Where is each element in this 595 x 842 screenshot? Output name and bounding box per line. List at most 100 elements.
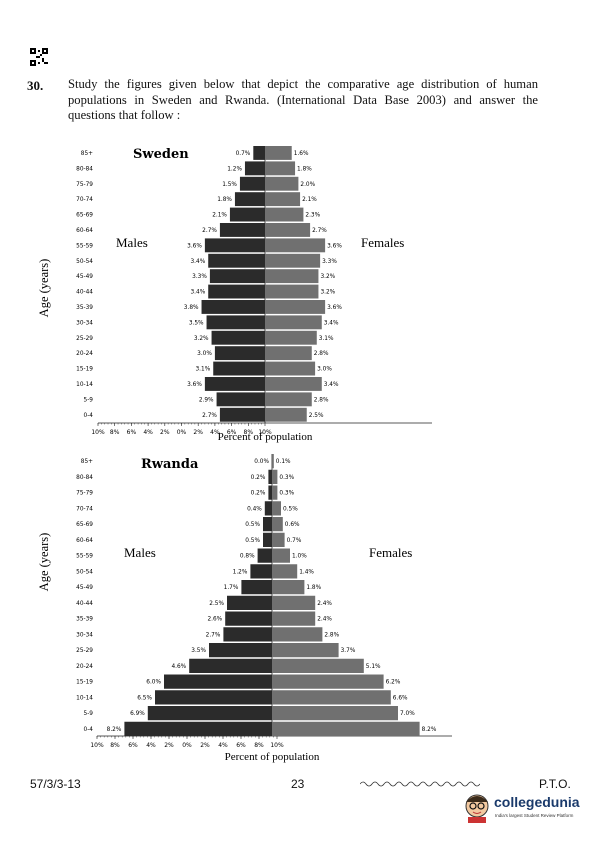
sweden-female-bar xyxy=(265,392,312,407)
sweden-male-bar xyxy=(234,192,265,207)
sweden-age-label: 65-69 xyxy=(76,213,93,219)
sweden-female-value-label: 2.1% xyxy=(302,197,317,203)
sweden-female-value-label: 2.5% xyxy=(309,413,324,419)
rwanda-female-value-label: 1.4% xyxy=(299,569,314,575)
rwanda-female-bar xyxy=(272,580,305,595)
rwanda-male-value-label: 0.4% xyxy=(247,506,262,512)
qr-code xyxy=(30,48,48,66)
sweden-age-label: 85+ xyxy=(81,151,93,157)
sweden-age-label: 70-74 xyxy=(76,197,93,203)
rwanda-female-value-label: 7.0% xyxy=(400,711,415,717)
rwanda-male-value-label: 0.8% xyxy=(240,554,255,560)
rwanda-male-value-label: 6.0% xyxy=(146,680,161,686)
sweden-age-label: 35-39 xyxy=(76,305,93,311)
sweden-female-value-label: 1.6% xyxy=(294,151,309,157)
sweden-age-label: 5-9 xyxy=(84,397,94,403)
rwanda-female-value-label: 0.3% xyxy=(279,475,294,481)
sweden-male-value-label: 3.6% xyxy=(187,243,202,249)
rwanda-age-label: 40-44 xyxy=(76,601,93,607)
rwanda-female-bar xyxy=(272,658,364,673)
rwanda-x-tick-label: 4% xyxy=(146,742,156,749)
rwanda-male-bar xyxy=(257,548,272,563)
sweden-age-label: 0-4 xyxy=(84,413,94,419)
rwanda-male-value-label: 8.2% xyxy=(107,727,122,733)
rwanda-x-tick-label: 8% xyxy=(110,742,120,749)
rwanda-age-label: 30-34 xyxy=(76,632,93,638)
rwanda-female-bar xyxy=(272,517,283,532)
rwanda-female-value-label: 0.3% xyxy=(279,491,294,497)
sweden-female-bar xyxy=(265,146,292,160)
sweden-female-value-label: 3.1% xyxy=(319,336,334,342)
rwanda-female-bar xyxy=(272,643,339,658)
sweden-male-bar xyxy=(219,407,265,422)
sweden-female-value-label: 3.4% xyxy=(324,382,339,388)
rwanda-male-bar xyxy=(223,627,272,642)
rwanda-male-bar xyxy=(241,580,272,595)
sweden-male-value-label: 1.8% xyxy=(217,197,232,203)
sweden-title: Sweden xyxy=(133,147,189,162)
rwanda-female-value-label: 2.4% xyxy=(317,601,332,607)
sweden-male-value-label: 1.2% xyxy=(227,166,242,172)
rwanda-female-value-label: 2.8% xyxy=(324,632,339,638)
sweden-male-value-label: 3.8% xyxy=(184,305,199,311)
sweden-female-bar xyxy=(265,223,311,237)
rwanda-male-value-label: 0.5% xyxy=(245,538,260,544)
logo-tagline: India's largest Student Review Platform xyxy=(495,813,574,818)
rwanda-xlabel: Percent of population xyxy=(225,751,320,763)
rwanda-male-value-label: 2.7% xyxy=(206,632,221,638)
rwanda-male-bar xyxy=(189,658,272,673)
rwanda-male-value-label: 1.2% xyxy=(233,569,248,575)
rwanda-male-bar xyxy=(264,501,272,516)
rwanda-male-value-label: 6.9% xyxy=(130,711,145,717)
sweden-female-bar xyxy=(265,207,304,222)
rwanda-x-tick-label: 6% xyxy=(236,742,246,749)
rwanda-male-bar xyxy=(209,643,272,658)
rwanda-female-value-label: 8.2% xyxy=(422,727,437,733)
rwanda-female-bar xyxy=(272,501,281,516)
sweden-male-bar xyxy=(219,223,265,237)
sweden-male-value-label: 2.7% xyxy=(202,228,217,234)
rwanda-female-value-label: 2.4% xyxy=(317,617,332,623)
rwanda-female-bar xyxy=(272,469,278,484)
paper-code: 57/3/3-13 xyxy=(30,777,81,791)
sweden-female-value-label: 3.4% xyxy=(324,320,339,326)
rwanda-female-bar xyxy=(272,690,391,705)
sweden-male-value-label: 2.1% xyxy=(212,213,227,219)
sweden-x-tick-label: 8% xyxy=(244,429,254,436)
sweden-x-tick-label: 10% xyxy=(258,429,272,436)
sweden-female-value-label: 3.0% xyxy=(317,367,332,373)
rwanda-male-bar xyxy=(164,674,272,689)
sweden-male-bar xyxy=(239,176,265,191)
rwanda-female-bar xyxy=(272,721,420,736)
rwanda-x-tick-label: 0% xyxy=(182,742,192,749)
sweden-age-label: 50-54 xyxy=(76,259,93,265)
sweden-age-label: 25-29 xyxy=(76,336,93,342)
sweden-female-value-label: 1.8% xyxy=(297,166,312,172)
rwanda-male-value-label: 4.6% xyxy=(171,664,186,670)
sweden-female-value-label: 3.2% xyxy=(320,290,335,296)
sweden-age-label: 10-14 xyxy=(76,382,93,388)
sweden-female-bar xyxy=(265,361,316,376)
rwanda-male-value-label: 3.5% xyxy=(191,648,206,654)
sweden-female-bar xyxy=(265,300,326,314)
sweden-male-bar xyxy=(213,361,265,376)
rwanda-ylabel: Age (years) xyxy=(37,533,51,592)
rwanda-male-bar xyxy=(250,564,272,579)
rwanda-female-value-label: 1.8% xyxy=(306,585,321,591)
sweden-female-bar xyxy=(265,315,322,330)
sweden-male-bar xyxy=(211,330,265,345)
sweden-age-label: 55-59 xyxy=(76,243,93,249)
sweden-male-bar xyxy=(229,207,265,222)
rwanda-age-label: 60-64 xyxy=(76,538,93,544)
sweden-male-bar xyxy=(204,377,265,391)
rwanda-x-tick-label: 6% xyxy=(128,742,138,749)
rwanda-x-tick-label: 10% xyxy=(90,742,104,749)
sweden-female-value-label: 3.3% xyxy=(322,259,337,265)
sweden-male-value-label: 3.0% xyxy=(197,351,212,357)
sweden-female-bar xyxy=(265,269,319,284)
sweden-female-value-label: 3.2% xyxy=(320,274,335,280)
rwanda-male-bar xyxy=(155,690,272,705)
sweden-female-bar xyxy=(265,377,322,391)
rwanda-age-label: 70-74 xyxy=(76,506,93,512)
sweden-male-value-label: 3.4% xyxy=(190,290,205,296)
